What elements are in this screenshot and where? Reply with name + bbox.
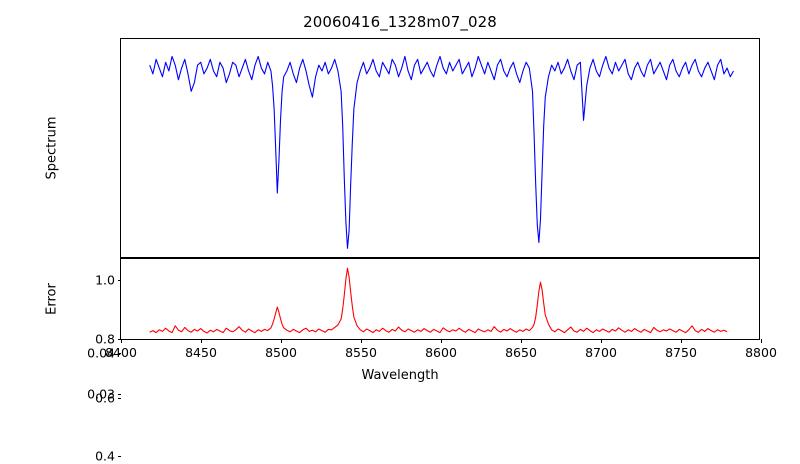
ytick-mark: [117, 339, 121, 341]
error-trace: [150, 268, 727, 333]
xtick-label: 8450: [185, 345, 217, 360]
wavelength-axis-label: Wavelength: [361, 368, 439, 383]
figure-title: 20060416_1328m07_028: [303, 13, 497, 31]
error-axis-label: Error: [44, 283, 60, 315]
ytick-label: 0.04: [87, 345, 115, 361]
ytick-mark: [117, 456, 121, 458]
spectrum-axis-label: Spectrum: [44, 116, 60, 180]
xtick-label: 8500: [265, 345, 297, 360]
xtick-mark: [761, 339, 762, 343]
xtick-label: 8650: [505, 345, 537, 360]
xtick-mark: [361, 339, 362, 343]
spectrum-line-svg: [121, 39, 759, 257]
ytick-label: 0.8: [95, 331, 115, 347]
xtick-mark: [281, 339, 282, 343]
xtick-mark: [601, 339, 602, 343]
ytick-label: 0.03: [87, 386, 115, 402]
spectrum-trace: [150, 56, 734, 248]
spectrum-plot-area: 0.4 0.6 0.8 1.0: [95, 38, 760, 464]
error-plot-area: 0.03 0.04 8400 8450 8500 8550 8600 8650 8700 875…: [87, 258, 777, 402]
xtick-label: 8800: [745, 345, 777, 360]
ytick-mark: [117, 397, 121, 399]
ytick-label: 0.4: [95, 448, 115, 464]
xtick-label: 8550: [345, 345, 377, 360]
xtick-label: 8600: [425, 345, 457, 360]
ytick-label: 1.0: [95, 272, 115, 288]
xtick-label: 8700: [585, 345, 617, 360]
xtick-mark: [681, 339, 682, 343]
ytick-mark: [117, 353, 121, 355]
spectrum-figure: 20060416_1328m07_028 0.4 0.6 0.8 1.0 0.03 0.…: [44, 13, 777, 464]
xtick-label: 8400: [105, 345, 137, 360]
xtick-mark: [201, 339, 202, 343]
xtick-mark: [521, 339, 522, 343]
xtick-mark: [441, 339, 442, 343]
ytick-mark: [117, 280, 121, 282]
xtick-mark: [121, 339, 122, 343]
error-line-svg: [121, 259, 759, 339]
ytick-mark: [117, 394, 121, 396]
xtick-label: 8750: [665, 345, 697, 360]
